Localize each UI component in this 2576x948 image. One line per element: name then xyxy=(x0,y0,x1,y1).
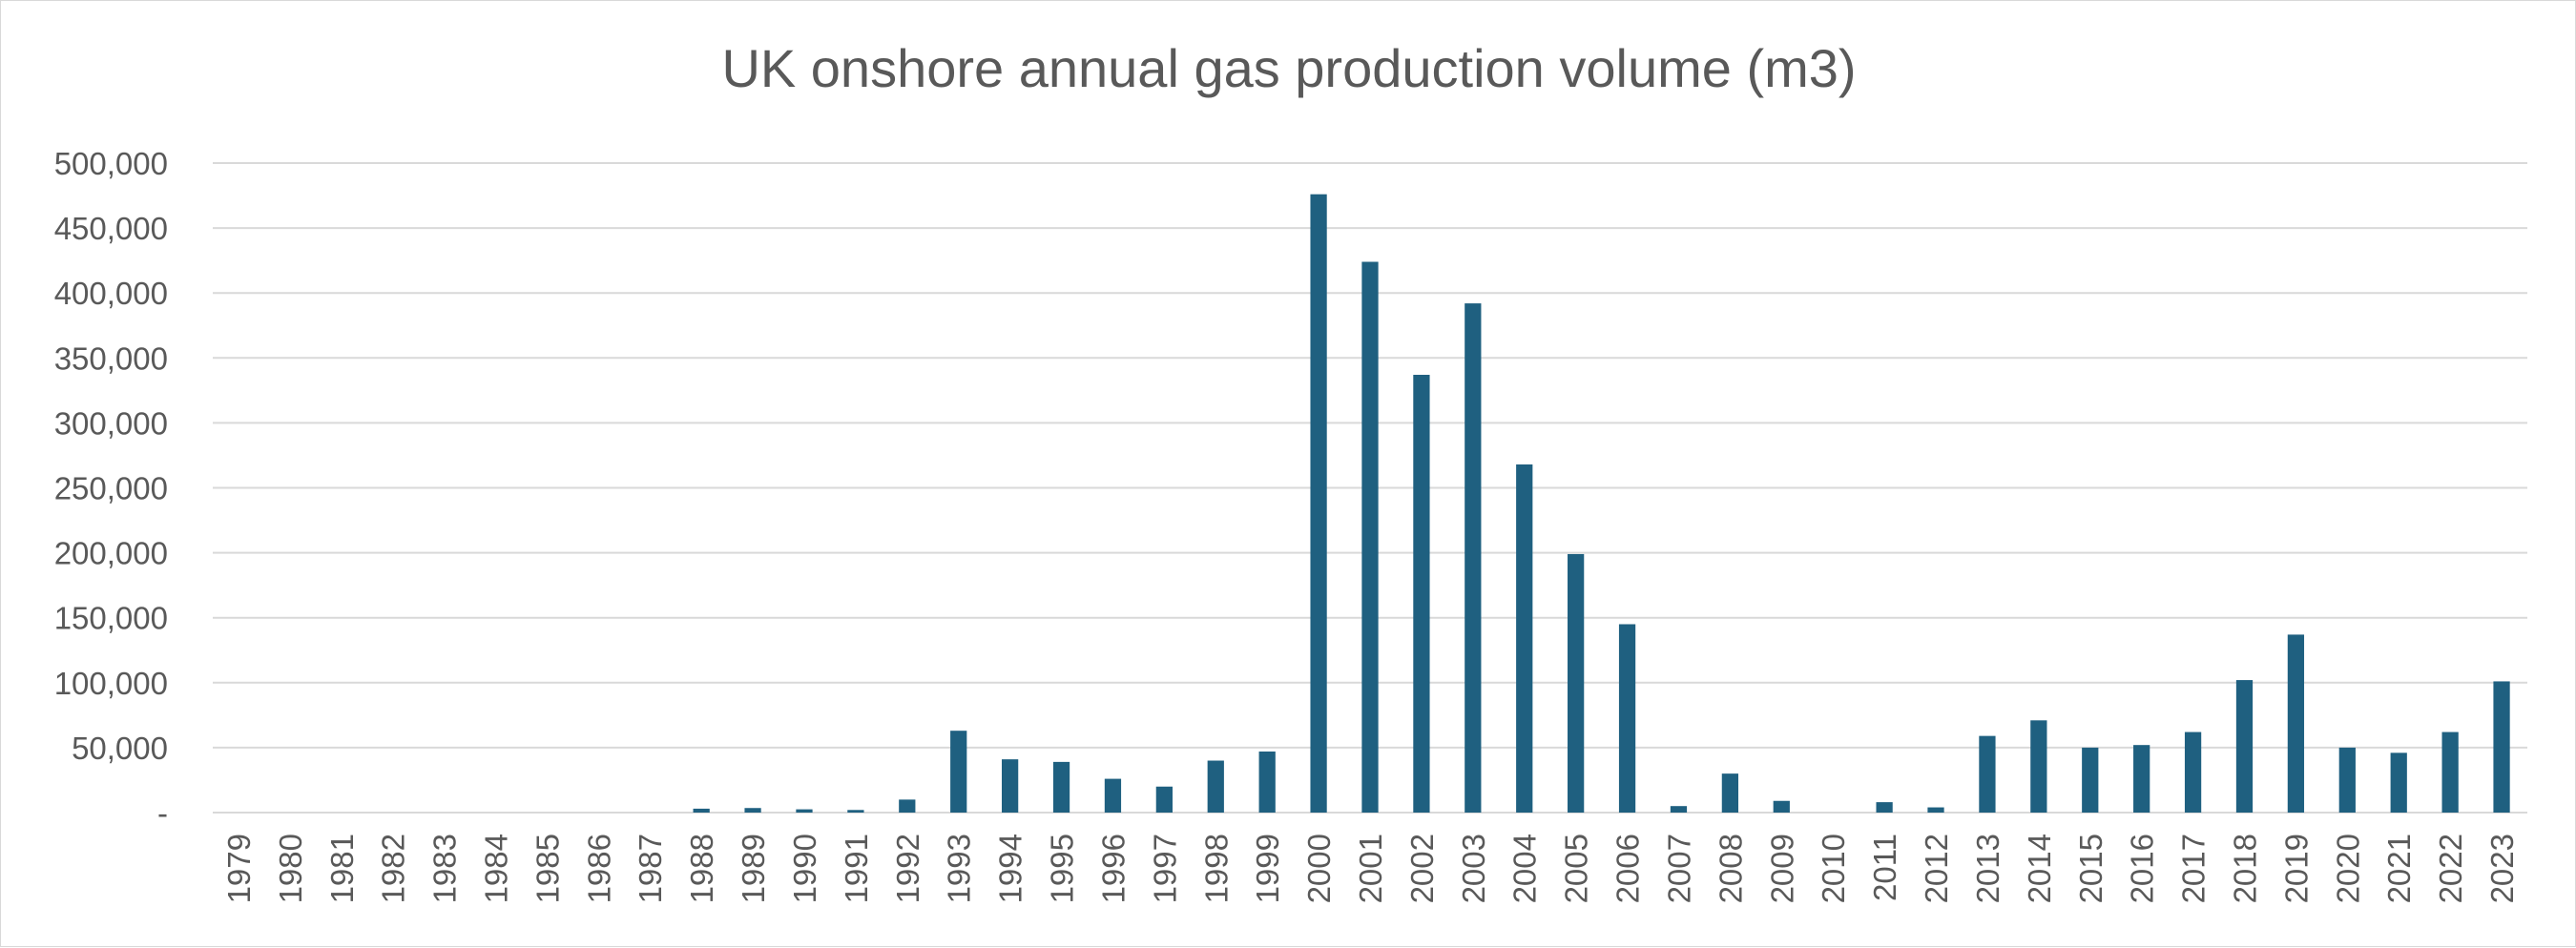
bar-2003 xyxy=(1465,303,1482,813)
bars xyxy=(693,194,2510,814)
bar-2006 xyxy=(1618,624,1636,813)
bar-2001 xyxy=(1361,261,1379,814)
x-tick-label: 1988 xyxy=(684,834,719,903)
x-tick-label: 1995 xyxy=(1045,834,1080,903)
bar-2023 xyxy=(2493,681,2510,813)
bar-2013 xyxy=(1979,735,1996,813)
bar-2009 xyxy=(1773,800,1790,813)
x-tick-label: 2005 xyxy=(1559,834,1594,903)
x-tick-label: 1994 xyxy=(993,834,1028,903)
x-tick-label: 1991 xyxy=(839,834,874,903)
x-tick-label: 2016 xyxy=(2125,834,2160,903)
x-tick-label: 1980 xyxy=(273,834,308,903)
x-tick-label: 2017 xyxy=(2176,834,2212,903)
x-tick-label: 1987 xyxy=(633,834,668,903)
bar-2011 xyxy=(1876,802,1893,813)
bar-1989 xyxy=(744,808,761,813)
x-tick-label: 2000 xyxy=(1301,834,1337,903)
x-tick-label: 1986 xyxy=(581,834,616,903)
y-tick-label: 300,000 xyxy=(54,405,168,441)
x-tick-label: 1999 xyxy=(1250,834,1285,903)
y-tick-label: - xyxy=(157,795,168,831)
bar-2004 xyxy=(1516,464,1533,813)
bar-2020 xyxy=(2338,747,2356,813)
x-tick-label: 1990 xyxy=(787,834,822,903)
x-tick-label: 2019 xyxy=(2278,834,2314,903)
bar-2017 xyxy=(2184,732,2202,813)
x-tick-label: 2009 xyxy=(1764,834,1799,903)
x-tick-label: 2013 xyxy=(1970,834,2005,903)
bar-2021 xyxy=(2390,752,2407,813)
bar-1996 xyxy=(1104,778,1122,813)
bar-1993 xyxy=(950,731,967,813)
x-tick-label: 1981 xyxy=(324,834,360,903)
x-tick-label: 1996 xyxy=(1095,834,1131,903)
x-tick-label: 2021 xyxy=(2381,834,2417,903)
bar-2012 xyxy=(1927,807,1944,813)
x-tick-label: 2018 xyxy=(2227,834,2262,903)
x-tick-label: 2006 xyxy=(1610,834,1646,903)
bar-2018 xyxy=(2235,680,2254,813)
bar-1998 xyxy=(1207,760,1224,813)
bar-1995 xyxy=(1052,761,1070,813)
bar-2000 xyxy=(1310,194,1327,814)
x-tick-label: 2008 xyxy=(1713,834,1748,903)
x-tick-label: 2023 xyxy=(2484,834,2520,903)
x-tick-label: 2011 xyxy=(1867,834,1902,901)
y-tick-label: 150,000 xyxy=(54,601,168,636)
bar-2015 xyxy=(2082,747,2099,813)
bar-2002 xyxy=(1413,375,1430,813)
bar-1997 xyxy=(1155,786,1173,813)
x-tick-label: 2007 xyxy=(1661,834,1696,903)
x-tick-label: 1989 xyxy=(736,834,771,903)
bar-1988 xyxy=(693,808,710,813)
bar-2005 xyxy=(1568,553,1585,813)
x-axis-ticks: 1979 1980 1981 1982 1983 1984 1985 1986 1987 1988… xyxy=(221,834,2520,903)
y-tick-label: 450,000 xyxy=(54,211,168,246)
x-tick-label: 2020 xyxy=(2330,834,2365,903)
chart-title: UK onshore annual gas production volume … xyxy=(721,38,1857,98)
bar-2022 xyxy=(2441,732,2459,813)
x-tick-label: 2014 xyxy=(2022,834,2057,903)
x-tick-label: 2002 xyxy=(1404,834,1440,903)
x-tick-label: 1979 xyxy=(221,834,257,903)
bar-1999 xyxy=(1258,751,1276,813)
x-tick-label: 1992 xyxy=(890,834,925,903)
bar-1992 xyxy=(899,799,916,813)
y-tick-label: 350,000 xyxy=(54,340,168,376)
x-tick-label: 2003 xyxy=(1456,834,1491,903)
x-tick-label: 2010 xyxy=(1816,834,1851,903)
bar-2019 xyxy=(2287,634,2305,813)
x-tick-label: 1993 xyxy=(942,834,977,903)
y-tick-label: 400,000 xyxy=(54,276,168,311)
x-tick-label: 2004 xyxy=(1507,834,1543,903)
y-tick-label: 100,000 xyxy=(54,666,168,701)
bar-2016 xyxy=(2133,745,2150,813)
y-tick-label: 500,000 xyxy=(54,146,168,181)
bar-2008 xyxy=(1721,773,1739,813)
x-tick-label: 2022 xyxy=(2433,834,2468,903)
x-tick-label: 1997 xyxy=(1147,834,1182,903)
x-tick-label: 2012 xyxy=(1919,834,1954,903)
bar-2007 xyxy=(1670,806,1688,813)
bar-2014 xyxy=(2030,720,2047,813)
y-tick-label: 200,000 xyxy=(54,536,168,571)
x-tick-label: 1998 xyxy=(1198,834,1234,903)
x-tick-label: 2015 xyxy=(2073,834,2109,903)
y-tick-label: 50,000 xyxy=(72,731,168,766)
bar-1991 xyxy=(847,810,864,813)
x-tick-label: 1982 xyxy=(376,834,411,903)
bar-1990 xyxy=(796,809,813,813)
x-tick-label: 1985 xyxy=(530,834,565,903)
y-axis-ticks: - 50,000 100,000 150,000 200,000 250,000 300,0… xyxy=(54,146,168,831)
x-tick-label: 2001 xyxy=(1353,834,1388,903)
x-tick-label: 1983 xyxy=(427,834,463,903)
y-tick-label: 250,000 xyxy=(54,471,168,506)
x-tick-label: 1984 xyxy=(479,834,514,903)
bar-1994 xyxy=(1001,759,1019,813)
